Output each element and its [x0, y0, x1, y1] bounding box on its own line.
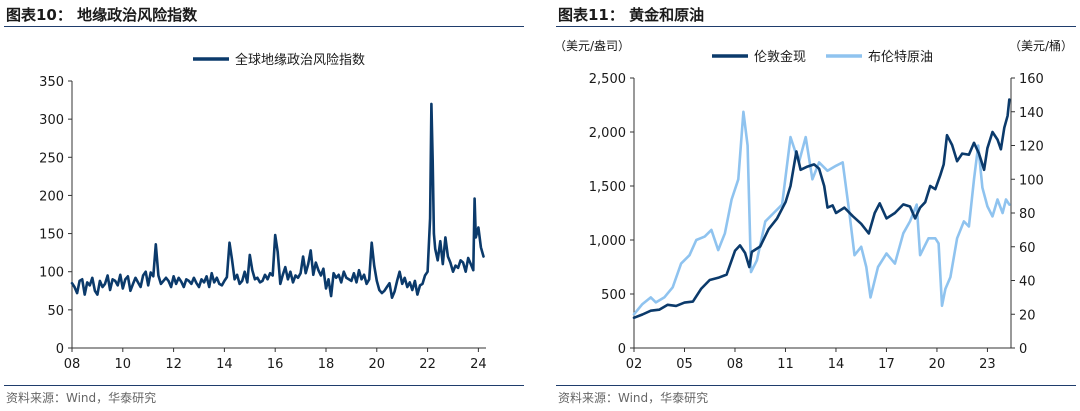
series-line-1	[632, 110, 1011, 316]
y-tick-label-right: 160	[1019, 72, 1044, 87]
x-tick-label: 24	[470, 357, 487, 372]
geopolitical-risk-panel: 图表10： 地缘政治风险指数 0 50 100 150 200 250 300 350 08 10…	[0, 0, 528, 411]
title-rule	[556, 26, 1076, 27]
x-tick-label: 22	[419, 357, 436, 372]
y-tick-label: 2,000	[589, 126, 626, 141]
source-rule	[4, 385, 524, 386]
geopolitical-risk-chart: 0 50 100 150 200 250 300 350 08 10 12 14 16 18 20 22 24 全…	[39, 52, 487, 372]
x-tick-label: 02	[626, 357, 643, 372]
y-tick-label-right: 40	[1019, 275, 1036, 290]
x-tick-label: 10	[115, 357, 132, 372]
y-axis-label: （美元/盎司）	[554, 39, 630, 53]
y-tick-label: 250	[39, 151, 64, 166]
y-tick-label-right: 60	[1019, 241, 1036, 256]
x-tick-label: 16	[267, 357, 284, 372]
y-tick-label-right: 20	[1019, 308, 1036, 323]
y-tick-label: 350	[39, 75, 64, 90]
source-note: 资料来源：Wind，华泰研究	[558, 391, 709, 405]
title-rule	[4, 26, 524, 27]
y-tick-label: 0	[618, 342, 626, 357]
y-axis-label-right: （美元/桶）	[1009, 38, 1073, 53]
y-tick-label: 300	[39, 113, 64, 128]
x-tick-label: 20	[929, 357, 946, 372]
y-tick-label-right: 0	[1019, 342, 1027, 357]
y-tick-label-right: 140	[1019, 106, 1044, 121]
y-tick-label: 100	[39, 266, 64, 281]
x-tick-label: 23	[979, 357, 996, 372]
x-tick-label: 05	[676, 357, 693, 372]
y-tick-label: 50	[47, 304, 64, 319]
y-tick-label: 1,000	[589, 234, 626, 249]
legend-label: 伦敦金现	[754, 49, 806, 65]
y-tick-label: 1,500	[589, 180, 626, 195]
y-tick-label: 200	[39, 189, 64, 204]
x-tick-label: 20	[369, 357, 386, 372]
y-tick-label-right: 80	[1019, 207, 1036, 222]
source-note: 资料来源：Wind，华泰研究	[6, 391, 157, 405]
legend-label: 布伦特原油	[868, 50, 933, 65]
gold-oil-panel: 图表11： 黄金和原油 0 500 1,000 1,500 2,000 2,500 0 20 4…	[552, 0, 1080, 411]
y-tick-label-right: 100	[1019, 173, 1044, 188]
y-tick-label: 2,500	[589, 72, 626, 87]
y-tick-label-right: 120	[1019, 140, 1044, 155]
x-tick-label: 17	[878, 357, 895, 372]
figure-title: 图表11： 黄金和原油	[558, 6, 705, 24]
x-tick-label: 14	[828, 357, 845, 372]
x-tick-label: 18	[318, 357, 335, 372]
gold-oil-chart: 05001,0001,5002,0002,5000204060801001201…	[554, 38, 1073, 372]
x-tick-label: 14	[216, 357, 233, 372]
y-tick-label: 0	[56, 342, 64, 357]
legend-label: 全球地缘政治风险指数	[235, 52, 365, 68]
y-tick-label: 500	[601, 288, 626, 303]
figure-title: 图表10： 地缘政治风险指数	[6, 6, 198, 24]
x-tick-label: 08	[64, 357, 81, 372]
series-line-0	[70, 102, 485, 300]
y-tick-label: 150	[39, 228, 64, 243]
source-rule	[556, 385, 1076, 386]
x-tick-label: 12	[165, 357, 182, 372]
series-line-0	[632, 98, 1011, 320]
x-tick-label: 08	[727, 357, 744, 372]
x-tick-label: 11	[777, 357, 794, 372]
